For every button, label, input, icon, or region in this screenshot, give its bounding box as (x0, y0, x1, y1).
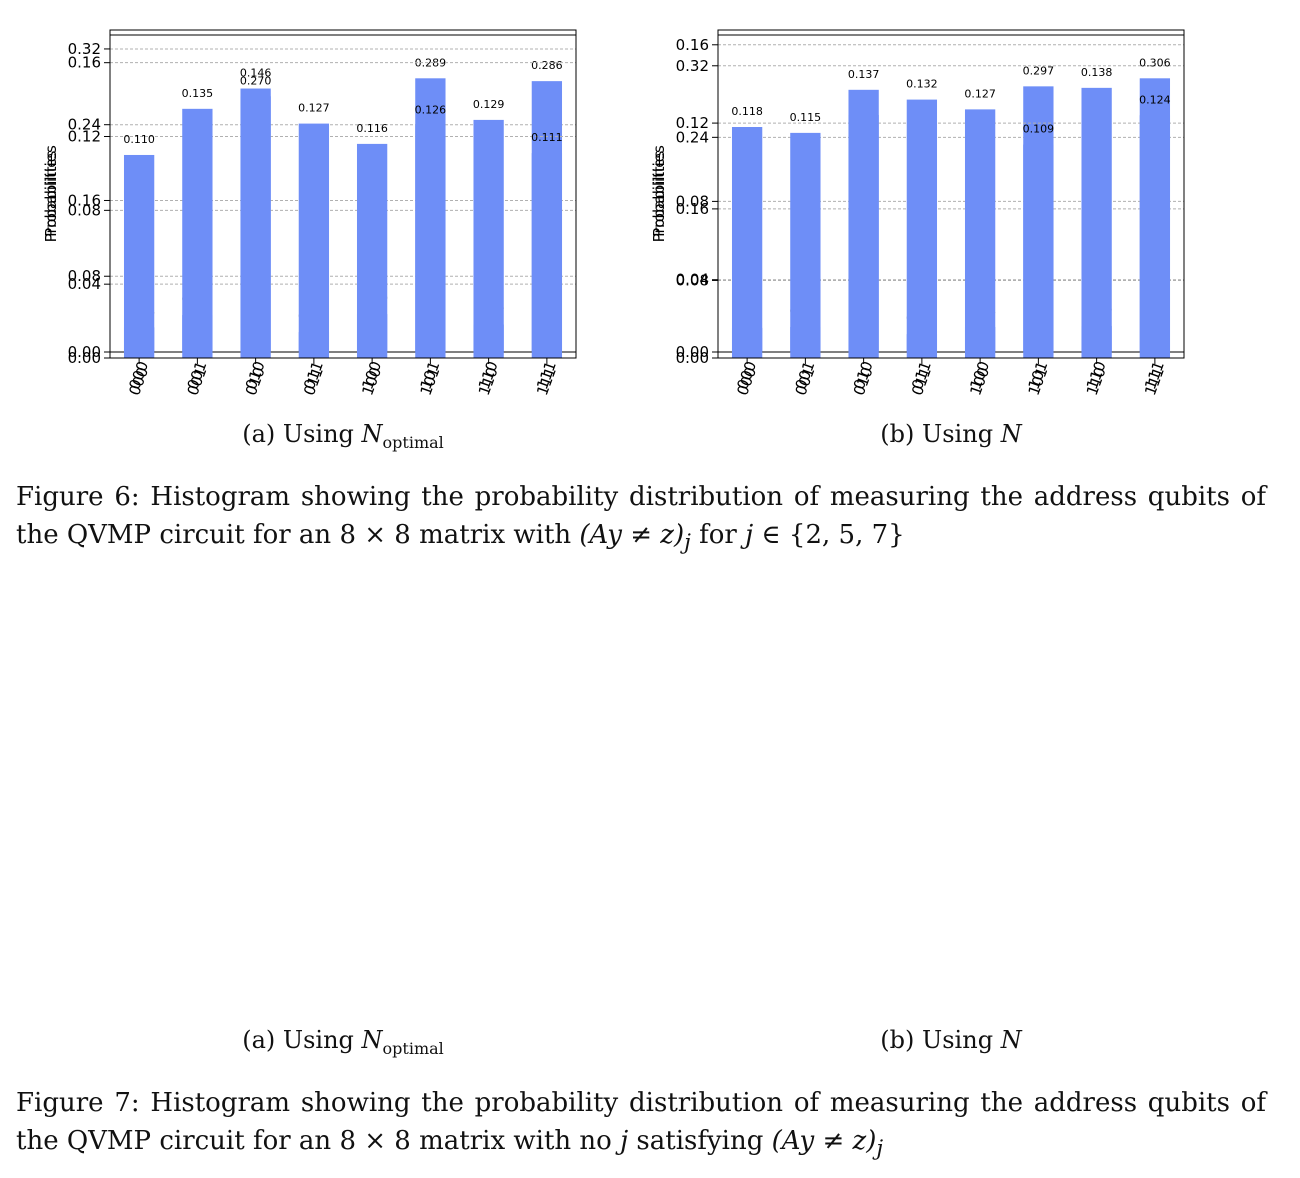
bar-011 (906, 99, 938, 358)
y-tick-label: 0.00 (676, 343, 709, 361)
bar-010 (848, 89, 879, 358)
bar-111 (1139, 115, 1171, 358)
bar-value-label: 0.297 (1023, 64, 1055, 77)
bar-value-label: 0.111 (531, 131, 563, 144)
figure-7-caption: Figure 7: Histogram showing the probabil… (16, 1088, 1266, 1162)
chart-fig7a-svg: 0.000.040.080.120.160.1100000.1350010.14… (42, 34, 577, 398)
bar-value-label: 0.110 (123, 133, 155, 146)
bar-111 (531, 153, 563, 358)
bar-110 (473, 119, 504, 358)
subcaption-fig6a: (a) Using Noptimal (242, 420, 444, 452)
y-tick-label: 0.12 (68, 128, 101, 146)
bar-000 (731, 127, 763, 358)
y-tick-label: 0.16 (68, 54, 101, 72)
plot-frame (109, 34, 577, 359)
y-axis-label: Probabilities (650, 145, 668, 237)
bar-value-label: 0.124 (1139, 93, 1171, 106)
y-tick-label: 0.24 (676, 128, 709, 146)
bar-value-label: 0.132 (906, 78, 938, 91)
bar-value-label: 0.306 (1139, 56, 1171, 69)
bar-110 (1081, 87, 1112, 358)
bar-101 (1023, 144, 1054, 358)
y-tick-label: 0.04 (68, 275, 101, 293)
bar-value-label: 0.127 (964, 87, 996, 100)
y-tick-label: 0.16 (676, 200, 709, 218)
plot-frame (717, 29, 1185, 353)
bar-100 (964, 109, 996, 358)
bar-value-label: 0.115 (790, 111, 822, 124)
bar-value-label: 0.135 (182, 87, 214, 100)
subcaption-fig7b: (b) Using N (880, 1026, 1022, 1054)
bar-value-label: 0.286 (531, 59, 563, 72)
y-axis-label: Probabilities (42, 151, 60, 243)
y-axis-label: Probabilities (42, 145, 60, 237)
y-tick-label: 0.08 (676, 271, 709, 289)
subcaption-fig6b: (b) Using N (880, 420, 1022, 448)
bar-value-label: 0.129 (473, 98, 505, 111)
bar-value-label: 0.116 (356, 122, 388, 135)
y-tick-label: 0.00 (68, 343, 101, 361)
bar-101 (415, 125, 446, 358)
bar-value-label: 0.270 (240, 74, 272, 87)
chart-fig7a: 0.00 0.04 0.08 0.12 0.16 0.110 000 0.135 001 0.14… (0, 34, 620, 1020)
bar-value-label: 0.118 (731, 105, 763, 118)
y-tick-label: 0.32 (676, 57, 709, 75)
chart-fig7b: 0.00 0.04 0.08 0.12 0.16 0.118 000 0.115 001 0.13… (620, 34, 1240, 1020)
y-tick-label: 0.16 (676, 36, 709, 54)
y-tick-label: 0.12 (676, 114, 709, 132)
y-tick-label: 0.04 (676, 271, 709, 289)
y-tick-label: 0.08 (68, 267, 101, 285)
subcaption-fig7a: (a) Using Noptimal (242, 1026, 444, 1058)
y-tick-label: 0.16 (68, 191, 101, 209)
y-tick-label: 0.24 (68, 116, 101, 134)
y-axis-label: Probabilities (650, 151, 668, 243)
chart-fig7b-svg: 0.000.040.080.120.160.1180000.1150010.13… (650, 34, 1185, 398)
plot-frame (109, 29, 577, 353)
bar-100 (356, 143, 388, 358)
bar-value-label: 0.137 (848, 68, 880, 81)
bar-010 (240, 88, 271, 358)
bar-value-label: 0.146 (240, 67, 272, 80)
y-tick-label: 0.32 (68, 40, 101, 58)
plot-frame (717, 34, 1185, 359)
bar-001 (182, 108, 213, 358)
bar-value-label: 0.126 (415, 103, 447, 116)
y-tick-label: 0.08 (676, 192, 709, 210)
y-tick-label: 0.00 (676, 349, 709, 367)
bar-value-label: 0.109 (1023, 123, 1055, 136)
bar-value-label: 0.127 (298, 102, 330, 115)
bar-value-label: 0.138 (1081, 66, 1113, 79)
y-tick-label: 0.00 (68, 349, 101, 367)
bar-001 (790, 132, 821, 358)
bar-000 (123, 154, 155, 358)
figure-6-caption: Figure 6: Histogram showing the probabil… (16, 482, 1266, 556)
bar-011 (298, 123, 330, 358)
y-tick-label: 0.08 (68, 201, 101, 219)
